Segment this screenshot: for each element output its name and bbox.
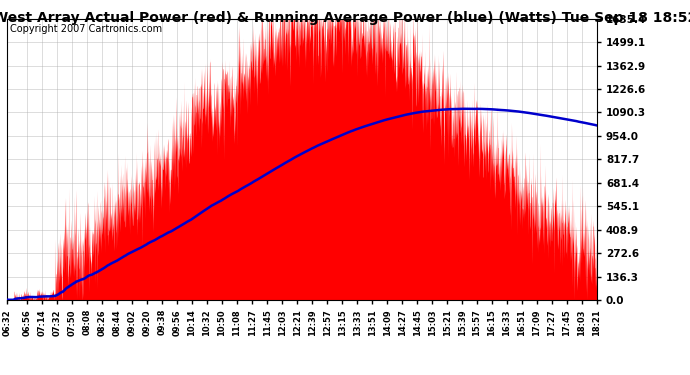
- Text: Copyright 2007 Cartronics.com: Copyright 2007 Cartronics.com: [10, 24, 162, 34]
- Text: West Array Actual Power (red) & Running Average Power (blue) (Watts) Tue Sep 18 : West Array Actual Power (red) & Running …: [0, 11, 690, 25]
